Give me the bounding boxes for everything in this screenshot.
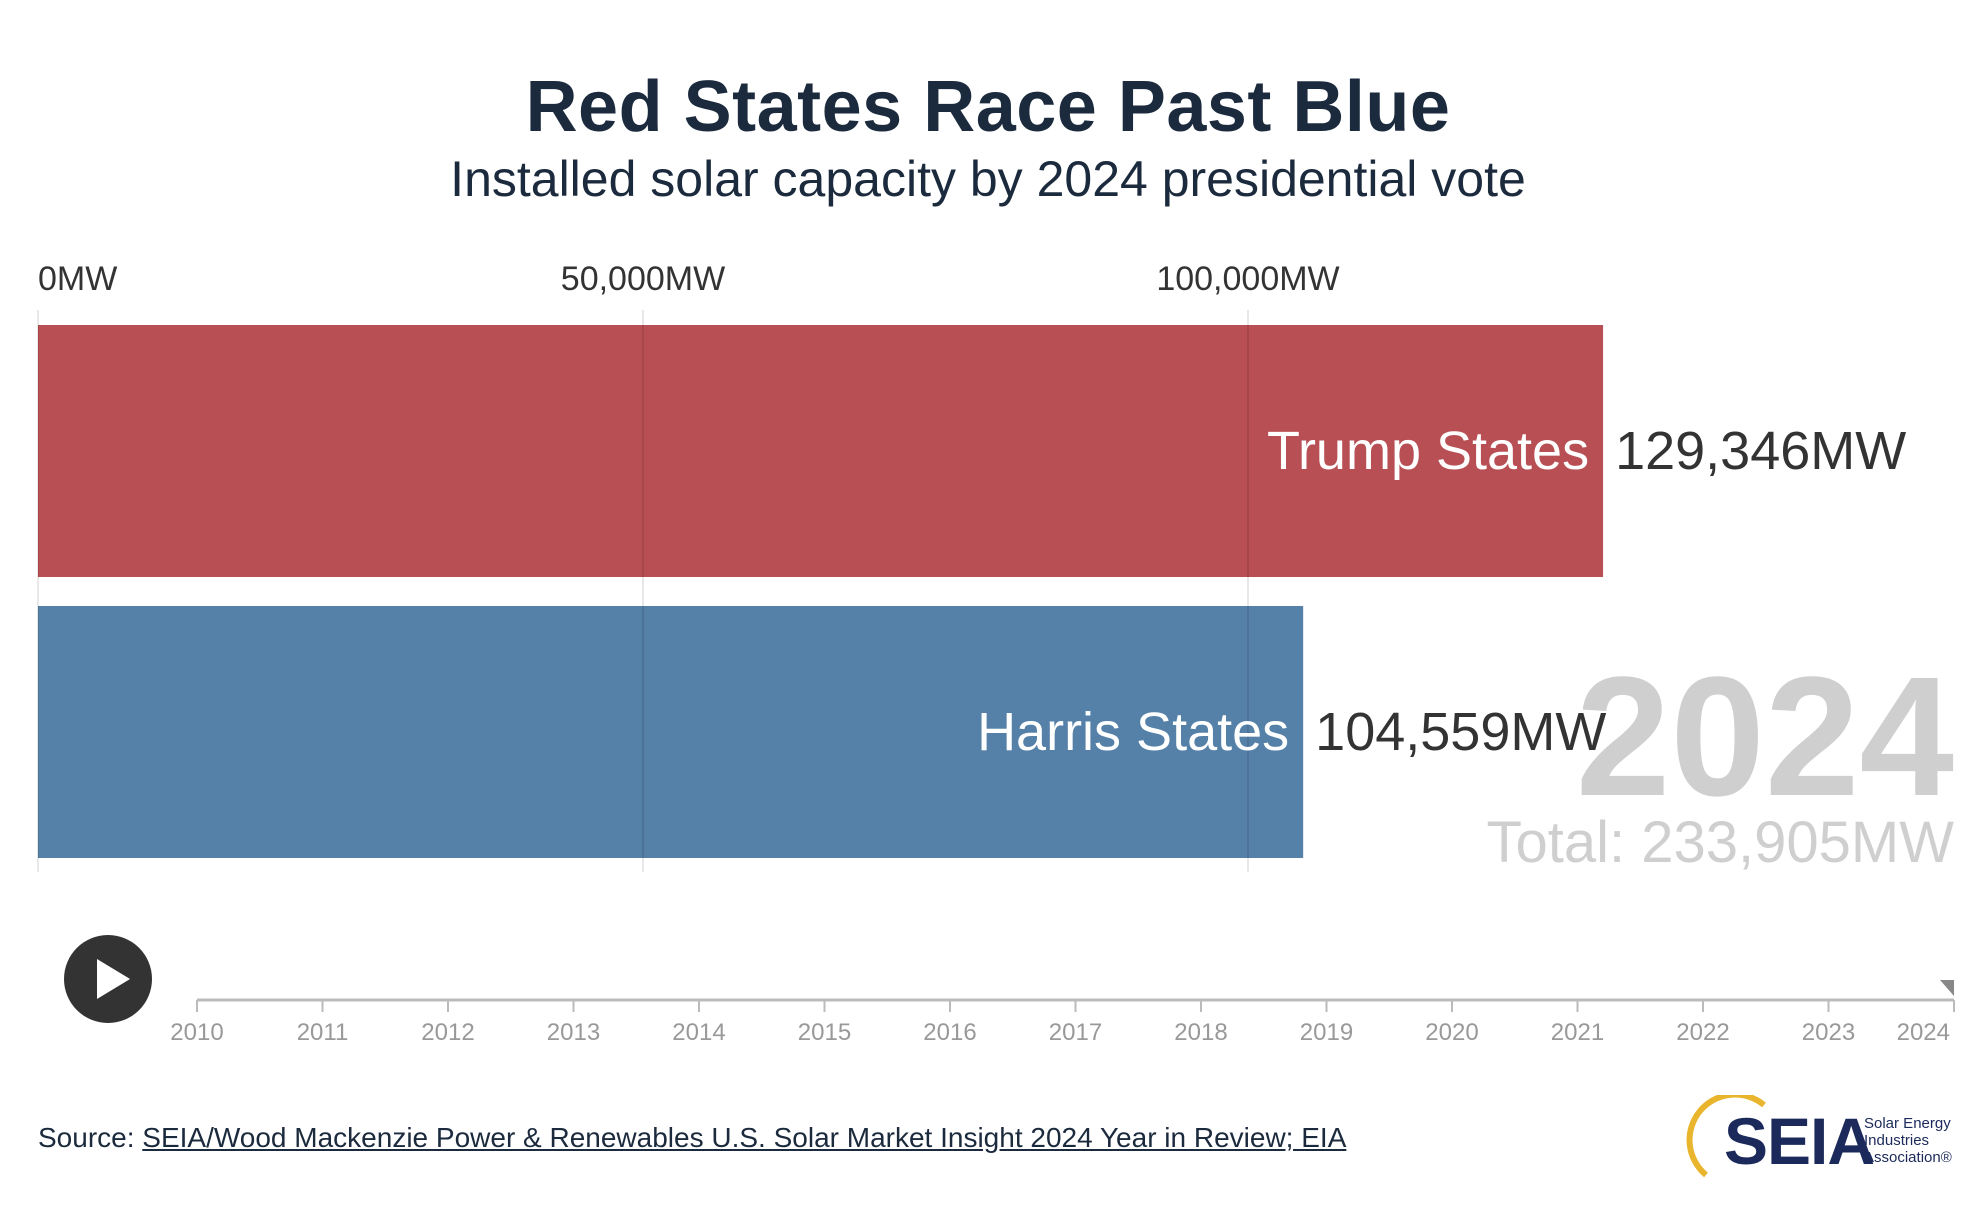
source-note: Source: SEIA/Wood Mackenzie Power & Rene… bbox=[38, 1122, 1346, 1154]
sun-arc-icon bbox=[1686, 1095, 1766, 1178]
play-icon bbox=[97, 959, 130, 999]
bar-category-label: Harris States bbox=[977, 702, 1289, 762]
logo-tagline-line: Industries bbox=[1864, 1132, 1930, 1149]
timeline-year-label[interactable]: 2015 bbox=[798, 1019, 851, 1046]
timeline-year-label[interactable]: 2012 bbox=[421, 1019, 474, 1046]
logo-tagline: Solar Energy Industries Association® bbox=[1864, 1115, 1964, 1166]
bar-trump-states bbox=[38, 325, 1604, 577]
timeline-year-label[interactable]: 2014 bbox=[672, 1019, 725, 1046]
x-tick-label: 50,000MW bbox=[561, 260, 725, 298]
bar-value-label: 129,346MW bbox=[1615, 421, 1906, 481]
source-link[interactable]: SEIA/Wood Mackenzie Power & Renewables U… bbox=[142, 1122, 1347, 1153]
timeline-year-label[interactable]: 2022 bbox=[1676, 1019, 1729, 1046]
timeline-year-label[interactable]: 2020 bbox=[1425, 1019, 1478, 1046]
year-watermark: 2024 bbox=[1576, 642, 1954, 832]
source-prefix: Source: bbox=[38, 1122, 143, 1153]
bar-value-label: 104,559MW bbox=[1315, 702, 1606, 762]
chart-title: Red States Race Past Blue bbox=[525, 67, 1451, 147]
play-button[interactable] bbox=[64, 935, 152, 1023]
total-label: Total: 233,905MW bbox=[1487, 810, 1955, 875]
timeline-year-label[interactable]: 2023 bbox=[1802, 1019, 1855, 1046]
timeline-year-label[interactable]: 2013 bbox=[547, 1019, 600, 1046]
timeline-year-label[interactable]: 2021 bbox=[1551, 1019, 1604, 1046]
x-tick-label: 100,000MW bbox=[1156, 260, 1339, 298]
seia-logo: SEIA Solar Energy Industries Association… bbox=[1686, 1095, 1956, 1185]
logo-wordmark: SEIA bbox=[1724, 1104, 1875, 1178]
bar-category-label: Trump States bbox=[1267, 421, 1589, 481]
timeline-year-label[interactable]: 2016 bbox=[923, 1019, 976, 1046]
logo-tagline-line: Association® bbox=[1864, 1149, 1952, 1166]
timeline-current-marker[interactable] bbox=[1940, 980, 1954, 996]
timeline-year-label[interactable]: 2024 bbox=[1897, 1019, 1950, 1046]
timeline-year-label[interactable]: 2017 bbox=[1049, 1019, 1102, 1046]
x-tick-label: 0MW bbox=[38, 260, 117, 298]
timeline-year-label[interactable]: 2010 bbox=[170, 1019, 223, 1046]
timeline-year-label[interactable]: 2011 bbox=[297, 1019, 349, 1046]
bar-harris-states bbox=[38, 606, 1304, 858]
timeline-year-label[interactable]: 2018 bbox=[1174, 1019, 1227, 1046]
timeline-year-label[interactable]: 2019 bbox=[1300, 1019, 1353, 1046]
year-timeline[interactable]: 2010 2011 2012 2013 2014 2015 2016 2017 2018 2019… bbox=[0, 960, 1976, 1050]
logo-tagline-line: Solar Energy bbox=[1864, 1115, 1951, 1132]
chart-subtitle: Installed solar capacity by 2024 preside… bbox=[450, 151, 1526, 207]
